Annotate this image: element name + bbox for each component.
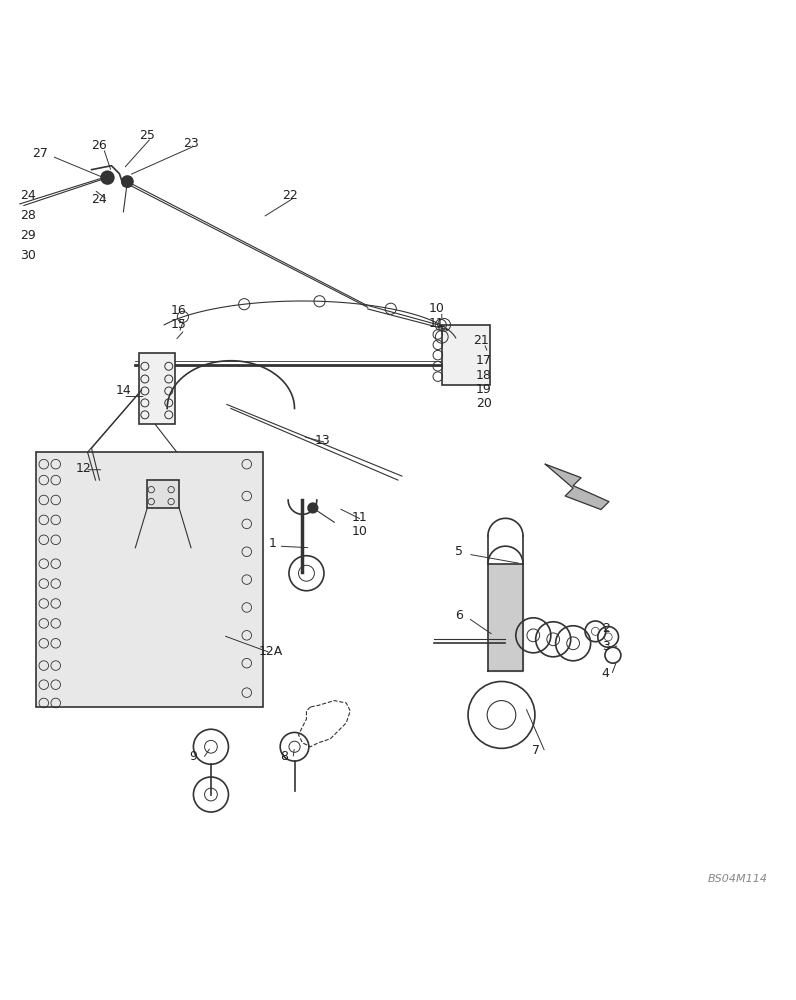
Text: 30: 30 bbox=[20, 249, 36, 262]
Text: 21: 21 bbox=[474, 334, 490, 347]
Text: 23: 23 bbox=[183, 137, 199, 150]
Text: BS04M114: BS04M114 bbox=[708, 874, 768, 884]
Text: 19: 19 bbox=[476, 383, 492, 396]
Text: 16: 16 bbox=[171, 304, 187, 317]
Text: 20: 20 bbox=[476, 397, 492, 410]
Text: 15: 15 bbox=[171, 318, 187, 331]
Text: 29: 29 bbox=[20, 229, 36, 242]
Text: 10: 10 bbox=[428, 302, 444, 315]
Text: 14: 14 bbox=[115, 384, 131, 397]
Bar bbox=[139, 353, 175, 424]
Text: 11: 11 bbox=[428, 317, 444, 330]
Text: 22: 22 bbox=[283, 189, 298, 202]
Text: 5: 5 bbox=[455, 545, 463, 558]
Text: 27: 27 bbox=[32, 147, 48, 160]
Text: 13: 13 bbox=[314, 434, 330, 447]
Text: 8: 8 bbox=[280, 750, 288, 763]
Text: 17: 17 bbox=[476, 354, 492, 367]
Polygon shape bbox=[545, 464, 609, 510]
Text: 2: 2 bbox=[602, 622, 610, 635]
Text: 9: 9 bbox=[189, 750, 197, 763]
Text: 12: 12 bbox=[76, 462, 92, 475]
Text: 10: 10 bbox=[352, 525, 368, 538]
Text: 11: 11 bbox=[352, 511, 368, 524]
Text: 4: 4 bbox=[602, 667, 610, 680]
Circle shape bbox=[308, 503, 318, 513]
Text: 6: 6 bbox=[455, 609, 463, 622]
Text: 12A: 12A bbox=[259, 645, 283, 658]
Text: 3: 3 bbox=[602, 640, 610, 653]
Bar bbox=[147, 480, 179, 508]
Circle shape bbox=[101, 171, 114, 184]
Polygon shape bbox=[488, 564, 523, 671]
Ellipse shape bbox=[92, 540, 187, 683]
Text: 24: 24 bbox=[92, 193, 107, 206]
Text: 26: 26 bbox=[92, 139, 107, 152]
Text: 28: 28 bbox=[20, 209, 36, 222]
Bar bbox=[442, 325, 490, 385]
Circle shape bbox=[122, 176, 133, 187]
Text: 18: 18 bbox=[476, 369, 492, 382]
Text: 7: 7 bbox=[532, 744, 540, 757]
Text: 1: 1 bbox=[269, 537, 277, 550]
Text: 25: 25 bbox=[139, 129, 155, 142]
Text: 24: 24 bbox=[20, 189, 36, 202]
Bar bbox=[36, 452, 263, 707]
